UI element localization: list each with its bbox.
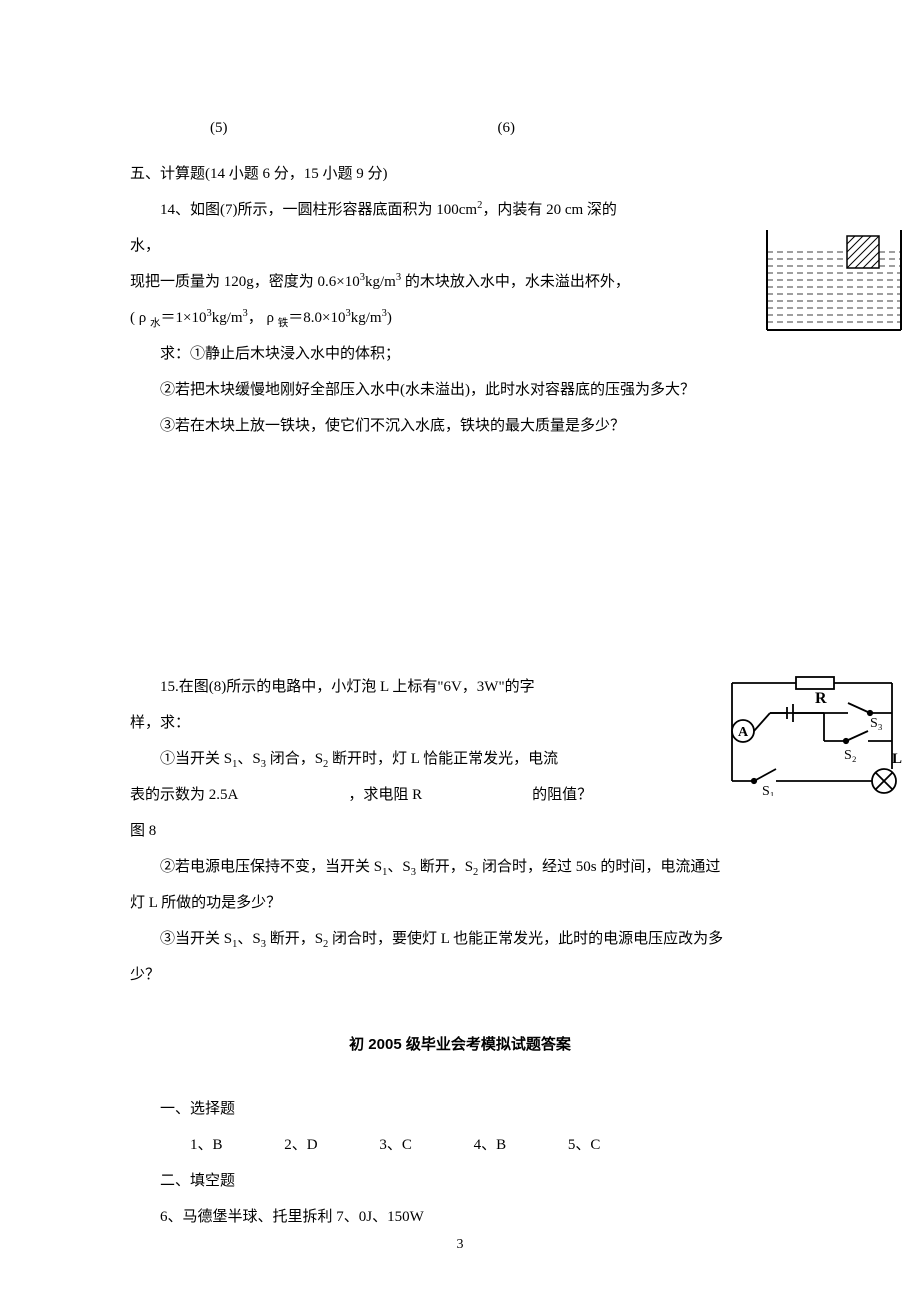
q15-part1b: 表的示数为 2.5A，求电阻 R的阻值？ (130, 777, 790, 813)
question-15: 15.在图(8)所示的电路中，小灯泡 L 上标有"6V，3W"的字 样，求： ①… (130, 669, 790, 993)
q14-part3: ③若在木块上放一铁块，使它们不沉入水底，铁块的最大质量是多少？ (130, 408, 790, 444)
page-number: 3 (0, 1228, 920, 1262)
answer-section2: 二、填空题 (130, 1163, 790, 1199)
q15-part1: ①当开关 S1、S3 闭合，S2 断开时，灯 L 恰能正常发光，电流 (130, 741, 790, 777)
question-14: 14、如图(7)所示，一圆柱形容器底面积为 100cm2，内装有 20 cm 深… (130, 192, 790, 444)
answer-title: 初 2005 级毕业会考模拟试题答案 (130, 1027, 790, 1063)
answer-section1: 一、选择题 (130, 1091, 790, 1127)
label-A: A (738, 725, 749, 740)
fig5-label: (5) (210, 110, 228, 146)
answer-row1: 1、B 2、D 3、C 4、B 5、C (130, 1127, 790, 1163)
figure-7-container-diagram (763, 222, 905, 332)
q15-line1b: 样，求： (130, 705, 790, 741)
q15-part2: ②若电源电压保持不变，当开关 S1、S3 断开，S2 闭合时，经过 50s 的时… (130, 849, 790, 885)
fig8-label: 图 8 (130, 813, 790, 849)
section-5-title: 五、计算题(14 小题 6 分，15 小题 9 分) (130, 156, 790, 192)
label-S2: S₂ (844, 748, 857, 763)
label-S3: S₃ (870, 716, 883, 731)
q14-line1: 14、如图(7)所示，一圆柱形容器底面积为 100cm2，内装有 20 cm 深… (130, 192, 790, 264)
q15-part3b: 少？ (130, 957, 790, 993)
figure-8-circuit-diagram: R A S₃ S₂ S₁ L (720, 671, 905, 796)
label-R: R (815, 690, 827, 707)
label-S1: S₁ (762, 784, 775, 796)
figure-labels-row: (5) (6) (130, 110, 790, 146)
q15-part3: ③当开关 S1、S3 断开，S2 闭合时，要使灯 L 也能正常发光，此时的电源电… (130, 921, 790, 957)
q14-part2: ②若把木块缓慢地刚好全部压入水中(水未溢出)，此时水对容器底的压强为多大？ (130, 372, 790, 408)
q15-line1: 15.在图(8)所示的电路中，小灯泡 L 上标有"6V，3W"的字 (130, 669, 790, 705)
q15-part2b: 灯 L 所做的功是多少？ (130, 885, 790, 921)
q14-line2: 现把一质量为 120g，密度为 0.6×103kg/m3 的木块放入水中，水未溢… (130, 264, 790, 300)
q14-line3: ( ρ 水＝1×103kg/m3， ρ 铁＝8.0×103kg/m3) (130, 300, 790, 336)
label-L: L (892, 751, 902, 767)
fig6-label: (6) (498, 110, 516, 146)
q14-ask: 求：①静止后木块浸入水中的体积； (130, 336, 790, 372)
